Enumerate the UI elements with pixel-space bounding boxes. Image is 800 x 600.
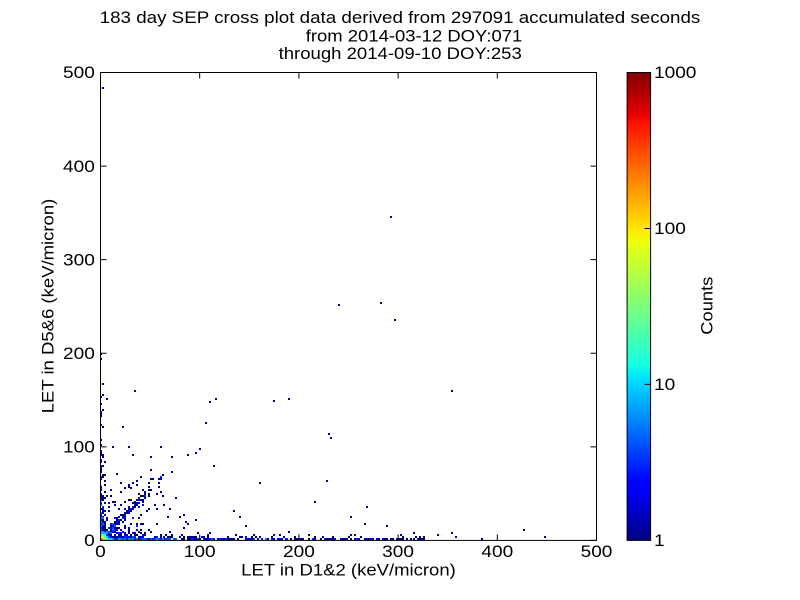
svg-text:0: 0 <box>95 542 106 561</box>
svg-text:400: 400 <box>481 542 513 561</box>
svg-text:500: 500 <box>63 63 95 82</box>
svg-text:200: 200 <box>283 542 315 561</box>
svg-text:500: 500 <box>581 542 613 561</box>
svg-text:100: 100 <box>63 438 95 457</box>
svg-text:through 2014-09-10 DOY:253: through 2014-09-10 DOY:253 <box>279 44 522 63</box>
svg-text:0: 0 <box>84 531 95 550</box>
svg-text:from 2014-03-12 DOY:071: from 2014-03-12 DOY:071 <box>306 26 523 45</box>
svg-text:300: 300 <box>63 250 95 269</box>
svg-text:LET in D5&6 (keV/micron): LET in D5&6 (keV/micron) <box>38 199 57 414</box>
svg-text:1000: 1000 <box>654 63 696 82</box>
svg-text:10: 10 <box>654 375 675 394</box>
svg-text:1: 1 <box>654 531 665 550</box>
svg-text:183 day SEP cross plot data de: 183 day SEP cross plot data derived from… <box>100 8 701 27</box>
svg-text:Counts: Counts <box>697 277 716 335</box>
svg-text:300: 300 <box>382 542 414 561</box>
svg-text:200: 200 <box>63 344 95 363</box>
svg-text:100: 100 <box>184 542 216 561</box>
svg-text:100: 100 <box>654 219 686 238</box>
svg-text:LET in D1&2 (keV/micron): LET in D1&2 (keV/micron) <box>241 561 456 580</box>
svg-text:400: 400 <box>63 157 95 176</box>
